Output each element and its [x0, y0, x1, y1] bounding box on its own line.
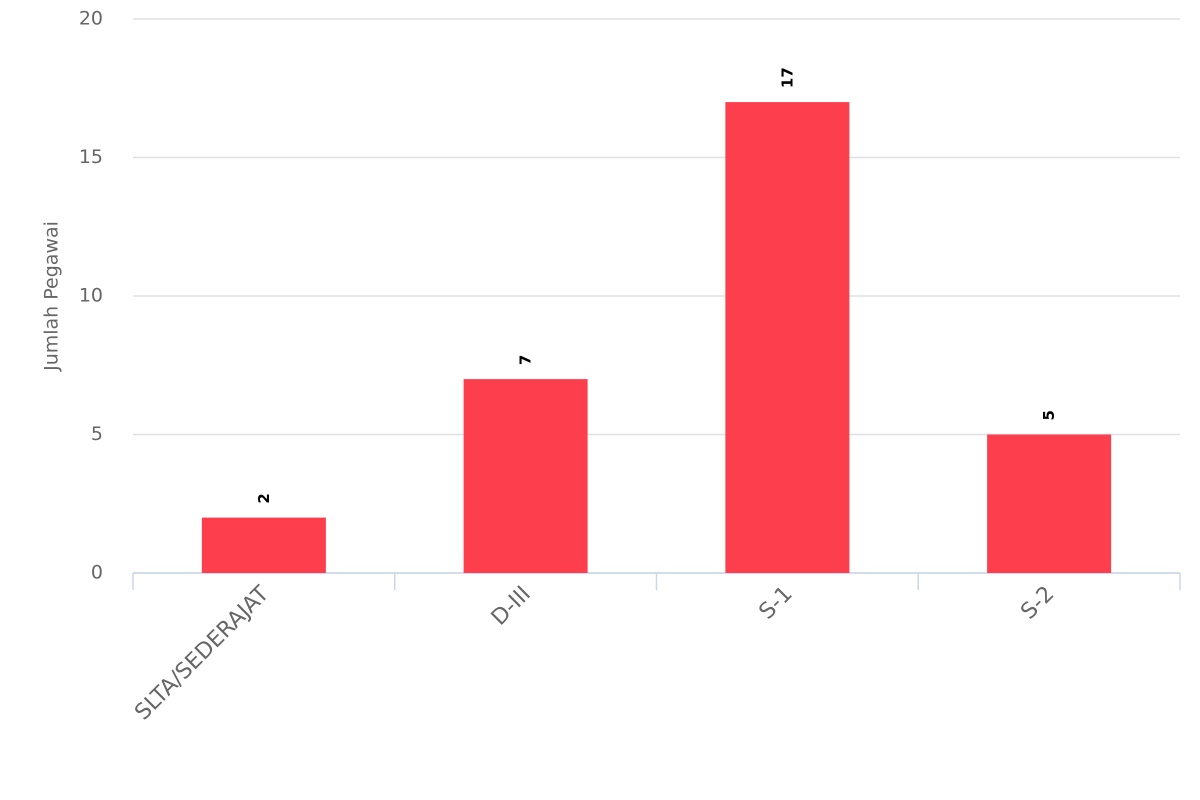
- bar: [987, 434, 1112, 573]
- x-tick-label: S-1: [755, 582, 798, 625]
- bar: [201, 517, 326, 573]
- data-label: 5: [1040, 410, 1058, 420]
- y-tick-label: 10: [79, 285, 103, 307]
- data-label: 17: [778, 67, 796, 88]
- x-tick-label: SLTA/SEDERAJAT: [130, 581, 274, 725]
- y-axis-title: Jumlah Pegawai: [41, 221, 63, 372]
- bar: [725, 102, 850, 573]
- x-tick-label: D-III: [487, 582, 536, 631]
- bar: [463, 379, 588, 573]
- y-tick-label: 20: [79, 8, 103, 30]
- y-tick-label: 15: [79, 146, 103, 168]
- x-tick-label: S-2: [1016, 582, 1059, 625]
- y-tick-label: 5: [91, 423, 103, 445]
- data-label: 2: [255, 493, 273, 503]
- data-label: 7: [517, 355, 535, 365]
- y-tick-label: 0: [91, 562, 103, 584]
